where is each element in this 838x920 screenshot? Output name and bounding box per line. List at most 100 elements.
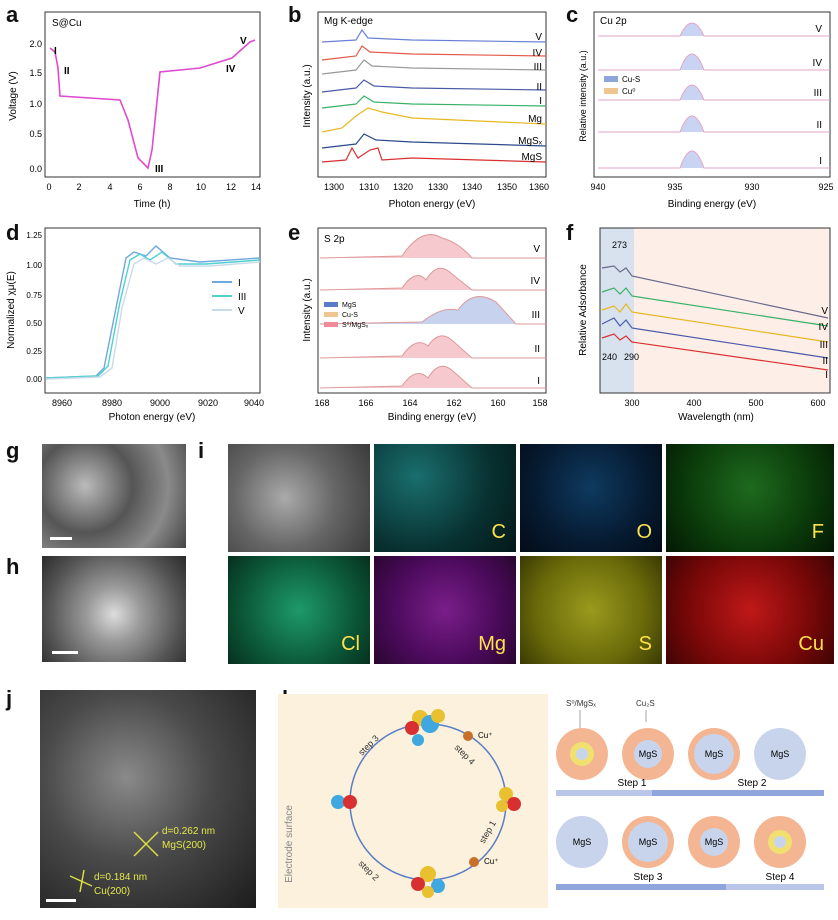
a-xtick: 4	[107, 182, 112, 192]
e-xtick: 160	[490, 398, 505, 408]
f-curve-II	[601, 317, 829, 359]
eds-element-label: F	[811, 521, 824, 543]
e-xtick: 166	[358, 398, 373, 408]
cluster-left	[331, 795, 357, 809]
e-legend-label: Cu-S	[342, 312, 358, 319]
particle	[688, 816, 740, 868]
eds-map-S: S	[520, 556, 662, 664]
f-curve-III	[601, 303, 829, 343]
d-legend-label: I	[238, 278, 241, 289]
step-label: Step 4	[766, 872, 795, 883]
cu-ion-icon	[463, 731, 473, 741]
a-point-label: III	[155, 164, 164, 175]
a-point-label: II	[64, 66, 70, 77]
particle-label: MgS	[573, 837, 592, 847]
panel-c-label: c	[566, 2, 579, 27]
eds-element-label: S	[638, 633, 652, 655]
lattice-d-label-1: d=0.262 nm	[162, 826, 216, 837]
particle-label: MgS	[705, 749, 724, 759]
cluster-top	[405, 709, 445, 746]
reaction-cycle: Electrode surface Cu⁺ Cu⁺ step 1 step 2 …	[278, 694, 548, 908]
b-curve-label: MgS	[521, 152, 542, 163]
panel-e: e S 2p Intensity (a.u.) Binding energy (…	[282, 218, 557, 430]
tem-image-j: d=0.262 nm MgS(200) d=0.184 nm Cu(200)	[40, 690, 256, 908]
step-label: Step 3	[634, 872, 663, 883]
particle	[556, 816, 608, 868]
panel-e-plot: S 2p Intensity (a.u.) Binding energy (eV…	[302, 227, 548, 423]
a-point-label: I	[54, 46, 57, 57]
particle	[754, 816, 806, 868]
conversion-schematic: S⁰/MgSₓ Cu₂S MgS MgS MgS Step 1 Step 2 M…	[552, 694, 834, 908]
a-xtick: 10	[196, 182, 206, 192]
b-xtick: 1310	[359, 182, 379, 192]
d-ytick: 0.00	[26, 375, 42, 384]
f-curve-label: III	[820, 340, 828, 351]
d-curve-III	[45, 251, 261, 379]
f-xtick: 300	[624, 398, 639, 408]
a-ytick: 2.0	[29, 39, 42, 49]
a-ytick: 0.5	[29, 129, 42, 139]
e-peak-IV	[319, 267, 546, 291]
panel-d-label: d	[6, 220, 20, 245]
c-curve-label: II	[816, 120, 822, 131]
e-peak-I	[319, 365, 546, 389]
c-legend-swatch	[604, 76, 618, 82]
eds-map-Cl: Cl	[228, 556, 370, 664]
a-point-label: IV	[226, 64, 236, 75]
panel-c-ylabel: Relative intensity (a.u.)	[578, 50, 588, 142]
lattice-plane-label-2: Cu(200)	[94, 886, 131, 897]
f-xtick: 400	[686, 398, 701, 408]
a-ytick: 0.0	[29, 164, 42, 174]
e-curve-label: III	[532, 310, 540, 321]
c-xtick: 940	[590, 182, 605, 192]
panel-b-plot: Mg K-edge Intensity (a.u.) Photon energy…	[302, 11, 549, 210]
e-curve-label: II	[534, 344, 540, 355]
particle-label: MgS	[639, 749, 658, 759]
panel-d-xlabel: Photon energy (eV)	[109, 412, 196, 423]
f-vis-band	[634, 228, 830, 393]
d-legend-label: III	[238, 292, 246, 303]
e-xtick: 168	[314, 398, 329, 408]
panel-f: f Relative Adsorbance Wavelength (nm) 30…	[560, 218, 838, 430]
f-uv-band	[600, 228, 634, 393]
c-peak-V	[598, 22, 830, 37]
f-xtick: 600	[810, 398, 825, 408]
lattice-plane-label-1: MgS(200)	[162, 840, 206, 851]
c-curve-label: V	[815, 24, 822, 35]
scale-bar	[46, 899, 76, 902]
step-arrow	[556, 884, 726, 890]
sem-image-i	[228, 444, 370, 552]
sem-image-g	[42, 444, 186, 548]
b-curve-V	[321, 28, 547, 43]
d-curve-V	[45, 257, 261, 380]
d-ytick: 1.00	[26, 261, 42, 270]
step-label: Step 1	[618, 778, 647, 789]
c-xtick: 925	[818, 182, 833, 192]
e-legend-label: MgS	[342, 302, 357, 309]
cu-ion-label: Cu⁺	[484, 857, 498, 866]
a-ytick: 1.0	[29, 99, 42, 109]
panel-c-tag: Cu 2p	[600, 16, 627, 27]
e-legend-swatch	[324, 322, 338, 327]
c-peak-IV	[598, 53, 830, 71]
c-peak-III	[598, 84, 830, 101]
eds-map-F: F	[666, 444, 834, 552]
e-curve-label: V	[533, 244, 540, 255]
e-xtick: 162	[446, 398, 461, 408]
e-peak-III	[319, 296, 546, 325]
scale-bar	[52, 651, 78, 654]
eds-element-label: Cl	[341, 633, 360, 655]
c-curve-label: IV	[813, 58, 823, 69]
f-annot: 290	[624, 352, 639, 362]
b-xtick: 1350	[497, 182, 517, 192]
b-xtick: 1360	[529, 182, 549, 192]
b-curve-label: IV	[533, 48, 543, 59]
panel-j-label: j	[6, 686, 13, 711]
d-ytick: 0.75	[26, 291, 42, 300]
step-label: Step 2	[738, 778, 767, 789]
panel-a-xlabel: Time (h)	[134, 199, 171, 210]
b-xtick: 1330	[428, 182, 448, 192]
e-curve-label: IV	[531, 276, 541, 287]
schematic-legend-label: S⁰/MgSₓ	[566, 699, 596, 708]
d-xtick: 9040	[244, 398, 264, 408]
